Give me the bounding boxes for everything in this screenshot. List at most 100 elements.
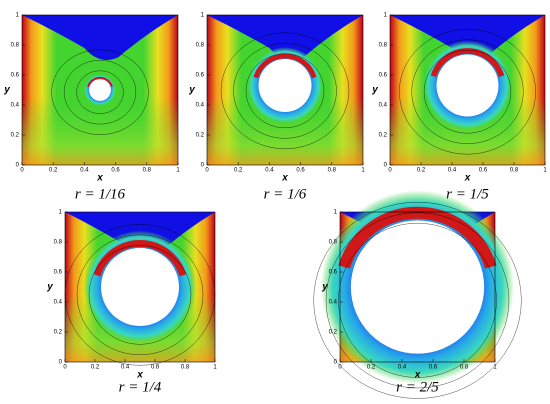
x-tick-label: 0.4 (121, 365, 130, 371)
y-axis-label: y (46, 282, 53, 293)
y-tick-label: 0.8 (329, 240, 338, 246)
contour-line (76, 234, 204, 356)
y-tick-label: 0.8 (11, 43, 20, 49)
x-tick-label: 0 (338, 365, 342, 371)
x-tick-label: 1 (213, 365, 217, 371)
x-tick-label: 0.2 (367, 365, 376, 371)
y-tick-label: 1 (334, 210, 338, 216)
y-tick-label: 1 (16, 13, 20, 19)
contour-panel: 0 0.2 0.4 0.6 0.8 1 0 0.2 0.4 0.6 0.8 1 x y r = 1/4 (46, 210, 217, 396)
contour-line (88, 245, 192, 345)
x-axis-label: x (281, 173, 288, 184)
contour-line (313, 201, 522, 399)
contour-line (411, 39, 524, 144)
x-tick-label: 0.4 (448, 168, 457, 174)
y-tick-label: 0.4 (329, 300, 338, 306)
x-tick-label: 0.6 (429, 365, 438, 371)
cylinder (89, 79, 111, 101)
x-tick-label: 0.2 (417, 168, 426, 174)
cylinder-top-hot (93, 240, 187, 277)
x-tick-label: 1 (176, 168, 180, 174)
y-axis-label: y (321, 282, 328, 293)
x-tick-label: 0.4 (398, 365, 407, 371)
x-axis-label: x (464, 173, 471, 184)
x-tick-label: 0.8 (181, 365, 190, 371)
y-tick-label: 0 (384, 163, 388, 169)
x-tick-label: 0 (205, 168, 209, 174)
contour-line (233, 43, 337, 139)
y-tick-label: 0.6 (11, 73, 20, 79)
x-tick-label: 0.4 (265, 168, 274, 174)
lid-flow (207, 15, 363, 60)
contour-line (245, 53, 325, 129)
contour-line (399, 28, 536, 155)
contour-panel: 0 0.2 0.4 0.6 0.8 1 0 0.2 0.4 0.6 0.8 1 x y r = 2/5 (313, 190, 522, 399)
panel-caption: r = 1/4 (119, 379, 162, 395)
cylinder (258, 58, 312, 113)
x-tick-label: 0.8 (143, 168, 152, 174)
x-tick-label: 0 (388, 168, 392, 174)
contour-line (338, 222, 497, 378)
x-tick-label: 0.6 (296, 168, 305, 174)
y-tick-label: 0.8 (54, 240, 63, 246)
x-axis-label: x (136, 370, 143, 381)
x-tick-label: 0 (63, 365, 67, 371)
x-tick-label: 0.6 (151, 365, 160, 371)
x-tick-label: 0.8 (510, 168, 519, 174)
contour-panel: 0 0.2 0.4 0.6 0.8 1 0 0.2 0.4 0.6 0.8 1 x y r = 1/16 (3, 13, 180, 203)
y-tick-label: 0.2 (329, 330, 338, 336)
x-tick-label: 1 (361, 168, 365, 174)
x-tick-label: 0.2 (49, 168, 58, 174)
contour-line (51, 49, 149, 135)
x-tick-label: 0.6 (479, 168, 488, 174)
x-tick-label: 0.2 (234, 168, 243, 174)
panel-caption: r = 1/6 (264, 186, 307, 202)
y-tick-label: 0.6 (379, 73, 388, 79)
plot-frame (64, 211, 216, 363)
y-tick-label: 0.2 (11, 133, 20, 139)
x-tick-label: 0.2 (91, 365, 100, 371)
panel-caption: r = 1/5 (446, 186, 489, 202)
x-axis-label: x (96, 173, 103, 184)
y-tick-label: 0.2 (379, 133, 388, 139)
y-axis-label: y (371, 85, 378, 96)
x-tick-label: 1 (543, 168, 547, 174)
plot-frame (389, 14, 546, 166)
contour-panel: 0 0.2 0.4 0.6 0.8 1 0 0.2 0.4 0.6 0.8 1 x y r = 1/6 (188, 13, 365, 203)
contour-line (325, 212, 510, 389)
x-tick-label: 0.6 (111, 168, 120, 174)
plot-frame (339, 211, 496, 363)
x-tick-label: 0 (20, 168, 24, 174)
y-tick-label: 0.4 (379, 103, 388, 109)
y-tick-label: 1 (201, 13, 205, 19)
plot-frame (21, 14, 179, 166)
x-tick-label: 1 (493, 365, 497, 371)
y-tick-label: 0.4 (54, 300, 63, 306)
y-tick-label: 0.6 (54, 270, 63, 276)
y-tick-label: 0.2 (54, 330, 63, 336)
y-tick-label: 0.4 (196, 103, 205, 109)
field-bottom (22, 97, 178, 165)
y-tick-label: 0.6 (329, 270, 338, 276)
y-tick-label: 0.8 (379, 43, 388, 49)
y-tick-label: 1 (59, 210, 63, 216)
contour-panel: 0 0.2 0.4 0.6 0.8 1 0 0.2 0.4 0.6 0.8 1 x y r = 1/5 (371, 13, 547, 203)
panel-caption: r = 1/16 (75, 186, 126, 202)
y-tick-label: 0 (334, 360, 338, 366)
x-tick-label: 0.8 (328, 168, 337, 174)
cylinder (436, 54, 499, 117)
contour-line (63, 60, 137, 125)
y-tick-label: 0 (59, 360, 63, 366)
lid-flow (22, 15, 178, 60)
contour-line (423, 49, 512, 134)
y-tick-label: 0 (201, 163, 205, 169)
y-tick-label: 0.8 (196, 43, 205, 49)
contour-line (76, 70, 124, 114)
plot-frame (206, 14, 364, 166)
y-tick-label: 0.6 (196, 73, 205, 79)
cylinder (350, 220, 485, 354)
y-tick-label: 0.2 (196, 133, 205, 139)
cylinder-top-hot (430, 48, 505, 78)
contour-line (220, 32, 350, 150)
